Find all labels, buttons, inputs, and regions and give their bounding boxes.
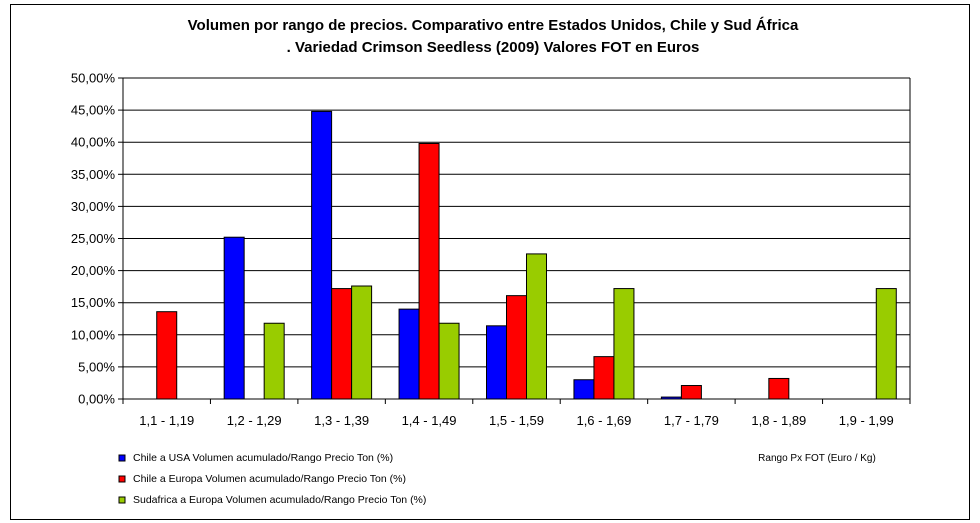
legend-swatch bbox=[118, 475, 126, 483]
y-tick-label: 10,00% bbox=[71, 327, 116, 342]
bar bbox=[223, 236, 245, 400]
bar bbox=[680, 385, 702, 400]
y-tick-label: 0,00% bbox=[78, 392, 115, 407]
x-tick-label: 1,5 - 1,59 bbox=[489, 413, 544, 428]
bar bbox=[593, 356, 615, 400]
bar bbox=[418, 142, 440, 400]
x-tick-label: 1,8 - 1,89 bbox=[751, 413, 806, 428]
bar bbox=[398, 308, 420, 400]
y-tick-label: 20,00% bbox=[71, 263, 116, 278]
bar bbox=[613, 288, 635, 400]
bar bbox=[768, 377, 790, 400]
bar bbox=[506, 295, 527, 400]
x-tick-label: 1,1 - 1,19 bbox=[139, 413, 194, 428]
x-tick-label: 1,2 - 1,29 bbox=[227, 413, 282, 428]
bar bbox=[875, 288, 897, 400]
legend-label: Chile a USA Volumen acumulado/Rango Prec… bbox=[133, 452, 393, 464]
y-tick-label: 30,00% bbox=[71, 199, 116, 214]
y-tick-label: 50,00% bbox=[71, 71, 116, 86]
chart-title: Volumen por rango de precios. Comparativ… bbox=[188, 17, 799, 56]
x-tick-label: 1,9 - 1,99 bbox=[839, 413, 894, 428]
y-tick-label: 40,00% bbox=[71, 135, 116, 150]
x-tick-label: 1,3 - 1,39 bbox=[314, 413, 369, 428]
legend-swatch bbox=[118, 454, 126, 462]
bar bbox=[311, 110, 333, 400]
bar bbox=[526, 253, 547, 400]
chart-svg: Volumen por rango de precios. Comparativ… bbox=[71, 17, 911, 506]
plot-area: 0,00% 5,00% 10,00% 15,00% 20,00% 25,00% 30,00%… bbox=[71, 71, 911, 428]
x-tick-label: 1,6 - 1,69 bbox=[576, 413, 631, 428]
legend-swatch bbox=[118, 496, 126, 504]
y-tick-label: 15,00% bbox=[71, 295, 116, 310]
bar bbox=[573, 379, 595, 400]
bar bbox=[351, 285, 373, 400]
y-tick-label: 5,00% bbox=[78, 359, 115, 374]
chart-title-line-1: Volumen por rango de precios. Comparativ… bbox=[188, 17, 799, 34]
legend-label: Chile a Europa Volumen acumulado/Rango P… bbox=[133, 473, 406, 485]
bar bbox=[486, 325, 507, 400]
x-tick-label: 1,4 - 1,49 bbox=[402, 413, 457, 428]
bar bbox=[438, 322, 460, 400]
legend-label: Sudafrica a Europa Volumen acumulado/Ran… bbox=[133, 494, 426, 506]
bar bbox=[331, 288, 353, 400]
bar bbox=[156, 311, 178, 400]
x-axis-title: Rango Px FOT (Euro / Kg) bbox=[758, 453, 876, 464]
chart-title-line-2: . Variedad Crimson Seedless (2009) Valor… bbox=[287, 39, 700, 56]
chart-frame: Volumen por rango de precios. Comparativ… bbox=[10, 4, 970, 520]
y-tick-label: 35,00% bbox=[71, 167, 116, 182]
bar bbox=[263, 322, 285, 400]
y-tick-label: 25,00% bbox=[71, 231, 116, 246]
legend: Chile a USA Volumen acumulado/Rango Prec… bbox=[118, 452, 426, 506]
x-tick-label: 1,7 - 1,79 bbox=[664, 413, 719, 428]
y-tick-label: 45,00% bbox=[71, 103, 116, 118]
